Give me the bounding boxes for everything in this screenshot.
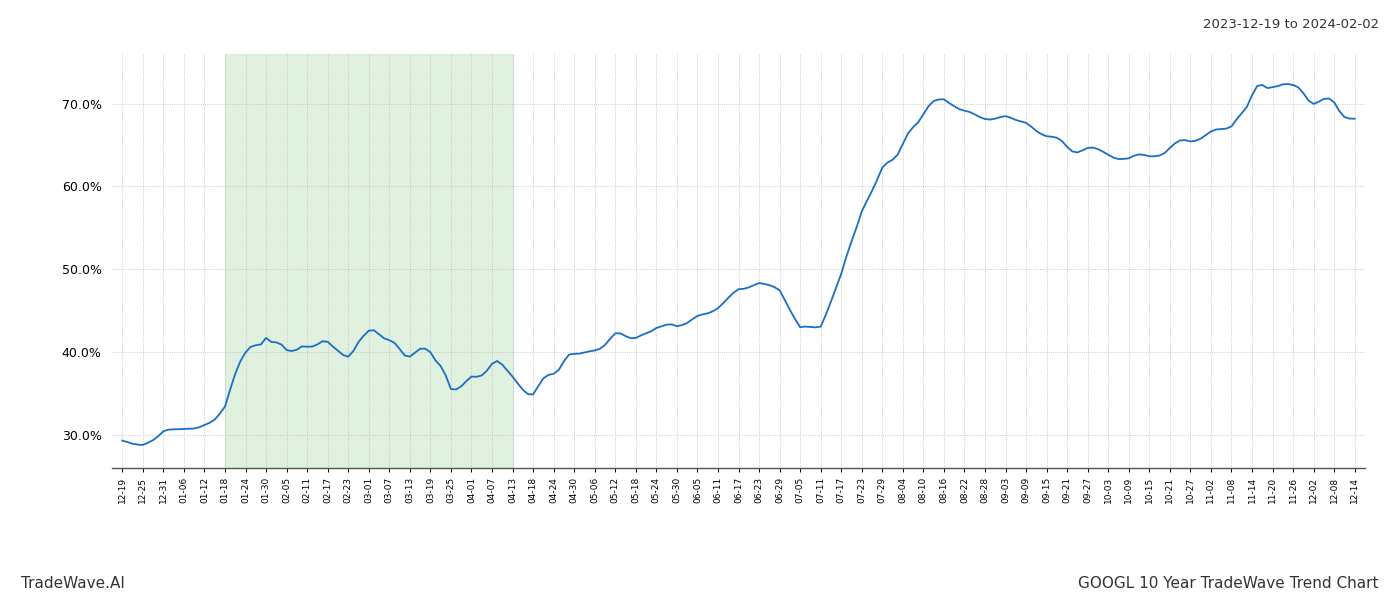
- Bar: [225, 54, 512, 468]
- Text: TradeWave.AI: TradeWave.AI: [21, 576, 125, 591]
- Text: 2023-12-19 to 2024-02-02: 2023-12-19 to 2024-02-02: [1203, 18, 1379, 31]
- Text: GOOGL 10 Year TradeWave Trend Chart: GOOGL 10 Year TradeWave Trend Chart: [1078, 576, 1379, 591]
